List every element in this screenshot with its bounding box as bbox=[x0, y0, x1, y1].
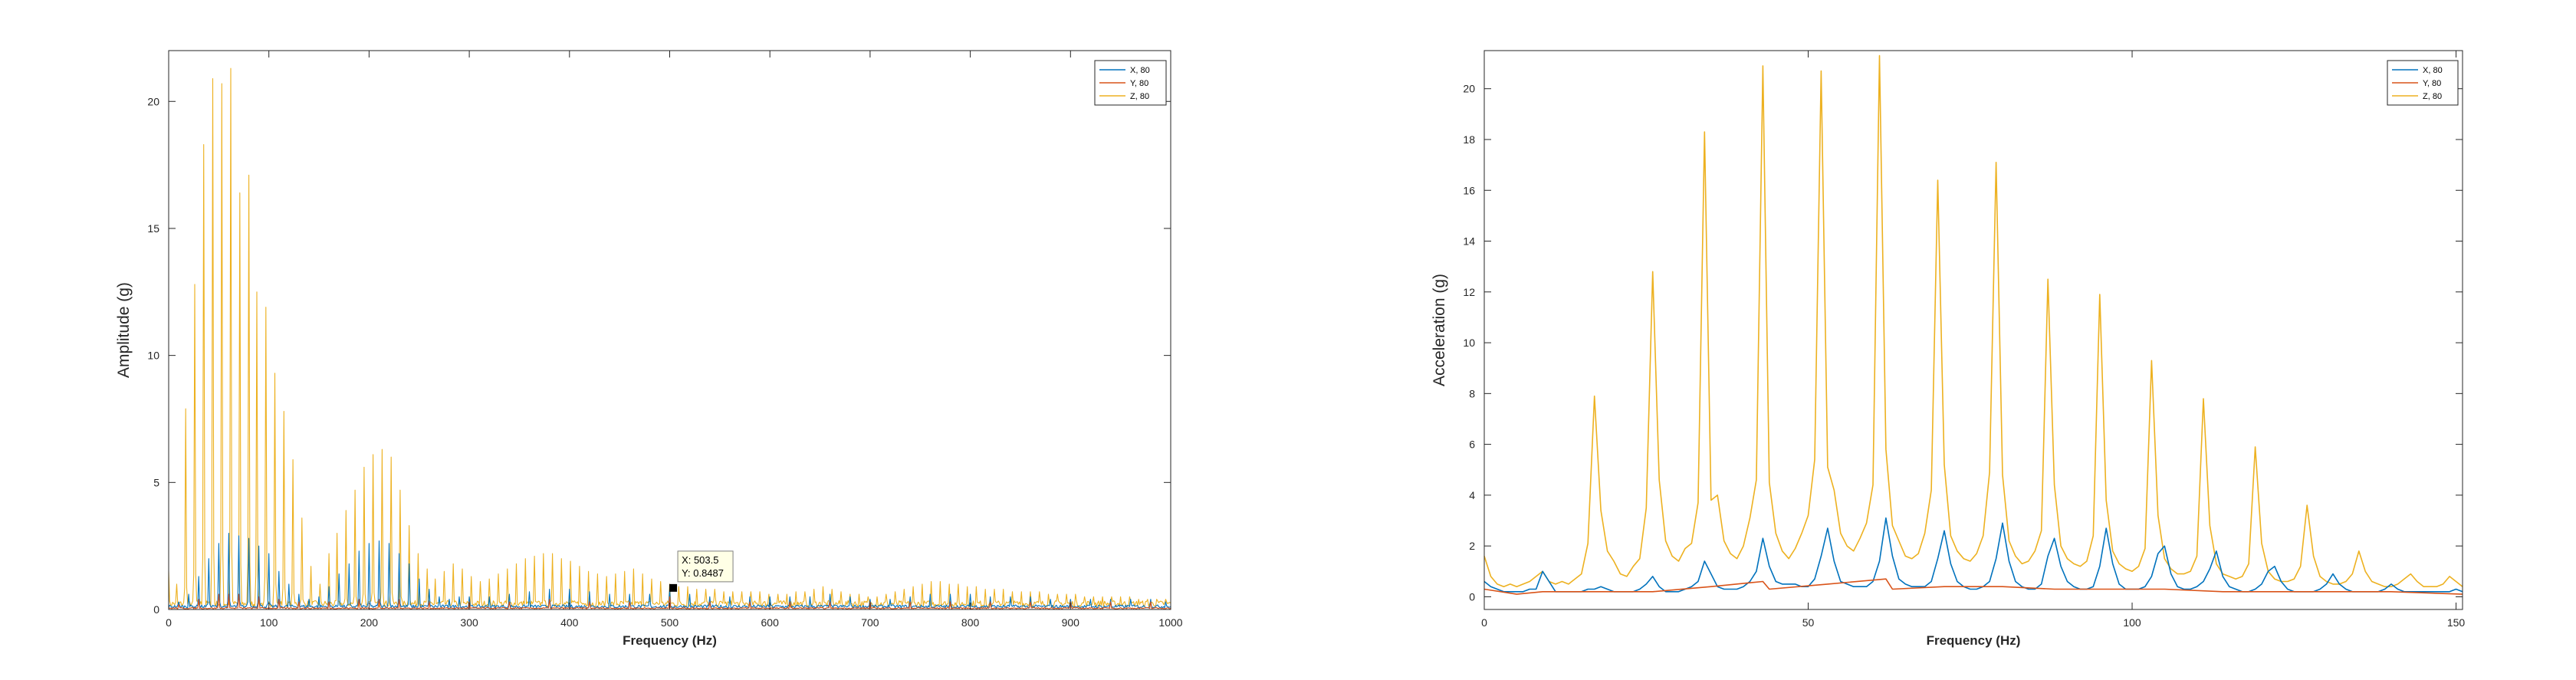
acceleration-spectrum-chart: 0 50 100 150 0 2 4 6 8 10 12 14 16 18 20 Frequency (H… bbox=[1431, 50, 2465, 648]
datatip-x-value: X: 503.5 bbox=[682, 554, 718, 566]
y-tick-label: 0 bbox=[1469, 590, 1475, 603]
y-tick-label: 15 bbox=[147, 222, 159, 235]
x-tick-label: 600 bbox=[761, 616, 780, 629]
x-tick-label: 500 bbox=[661, 616, 679, 629]
datatip-marker bbox=[669, 583, 678, 592]
acceleration-legend: X, 80 Y, 80 Z, 80 bbox=[2387, 60, 2459, 106]
x-tick-label: 300 bbox=[460, 616, 478, 629]
y-tick-label: 20 bbox=[1463, 83, 1475, 95]
y-tick-label: 2 bbox=[1469, 540, 1475, 552]
amplitude-y-axis-label: Amplitude (g) bbox=[115, 282, 133, 378]
y-tick-label: 4 bbox=[1469, 489, 1475, 501]
y-tick-label: 18 bbox=[1463, 133, 1475, 146]
acceleration-axes-box bbox=[1484, 50, 2463, 610]
x-tick-label: 150 bbox=[2447, 616, 2466, 629]
x-tick-label: 100 bbox=[2123, 616, 2141, 629]
x-tick-label: 800 bbox=[961, 616, 980, 629]
amplitude-legend: X, 80 Y, 80 Z, 80 bbox=[1094, 60, 1167, 106]
x-tick-label: 1000 bbox=[1158, 616, 1182, 629]
acceleration-series-layer bbox=[1484, 54, 2463, 595]
datatip-y-value: Y: 0.8487 bbox=[682, 567, 724, 579]
legend-label-x: X, 80 bbox=[1130, 66, 1150, 75]
y-tick-label: 10 bbox=[1463, 337, 1475, 349]
y-tick-label: 5 bbox=[153, 476, 159, 488]
y-tick-label: 12 bbox=[1463, 286, 1475, 298]
legend-label-y: Y, 80 bbox=[1130, 79, 1148, 88]
acceleration-y-axis-label: Acceleration (g) bbox=[1431, 274, 1448, 386]
x-tick-label: 400 bbox=[560, 616, 579, 629]
acceleration-x-axis-label: Frequency (Hz) bbox=[1927, 633, 2021, 648]
series-line-z bbox=[1484, 54, 2463, 587]
amplitude-x-axis-label: Frequency (Hz) bbox=[623, 633, 717, 648]
x-tick-label: 100 bbox=[260, 616, 278, 629]
acceleration-axes: 0 50 100 150 0 2 4 6 8 10 12 14 16 18 20 bbox=[1463, 50, 2465, 629]
amplitude-x-ticks: 0 100 200 300 400 500 600 700 800 900 1000 bbox=[166, 51, 1183, 629]
legend-label-z: Z, 80 bbox=[2423, 92, 2442, 101]
y-tick-label: 16 bbox=[1463, 184, 1475, 196]
amplitude-spectrum-chart: X: 503.5 Y: 0.8487 0 100 200 300 400 500 600 70… bbox=[115, 50, 1183, 648]
x-tick-label: 0 bbox=[166, 616, 172, 629]
x-tick-label: 900 bbox=[1062, 616, 1080, 629]
y-tick-label: 14 bbox=[1463, 235, 1475, 248]
legend-label-x: X, 80 bbox=[2423, 66, 2443, 75]
datatip: X: 503.5 Y: 0.8487 bbox=[669, 550, 734, 592]
datatip-box bbox=[677, 550, 734, 583]
series-line-y bbox=[1484, 578, 2463, 595]
y-tick-label: 6 bbox=[1469, 439, 1475, 451]
amplitude-y-ticks: 0 5 10 15 20 bbox=[147, 95, 1171, 616]
x-tick-label: 0 bbox=[1481, 616, 1487, 629]
x-tick-label: 200 bbox=[360, 616, 379, 629]
x-tick-label: 50 bbox=[1802, 616, 1815, 629]
x-tick-label: 700 bbox=[861, 616, 879, 629]
y-tick-label: 20 bbox=[147, 95, 159, 107]
y-tick-label: 0 bbox=[153, 603, 159, 616]
y-tick-label: 8 bbox=[1469, 387, 1475, 399]
legend-label-y: Y, 80 bbox=[2423, 79, 2441, 88]
acceleration-y-ticks: 0 2 4 6 8 10 12 14 16 18 20 bbox=[1463, 83, 2463, 603]
series-line-y bbox=[168, 593, 1171, 609]
acceleration-x-ticks: 0 50 100 150 bbox=[1481, 51, 2465, 629]
y-tick-label: 10 bbox=[147, 350, 159, 362]
legend-label-z: Z, 80 bbox=[1130, 92, 1149, 101]
amplitude-axes: 0 100 200 300 400 500 600 700 800 900 1000 0 5 10 15 2… bbox=[147, 50, 1183, 629]
